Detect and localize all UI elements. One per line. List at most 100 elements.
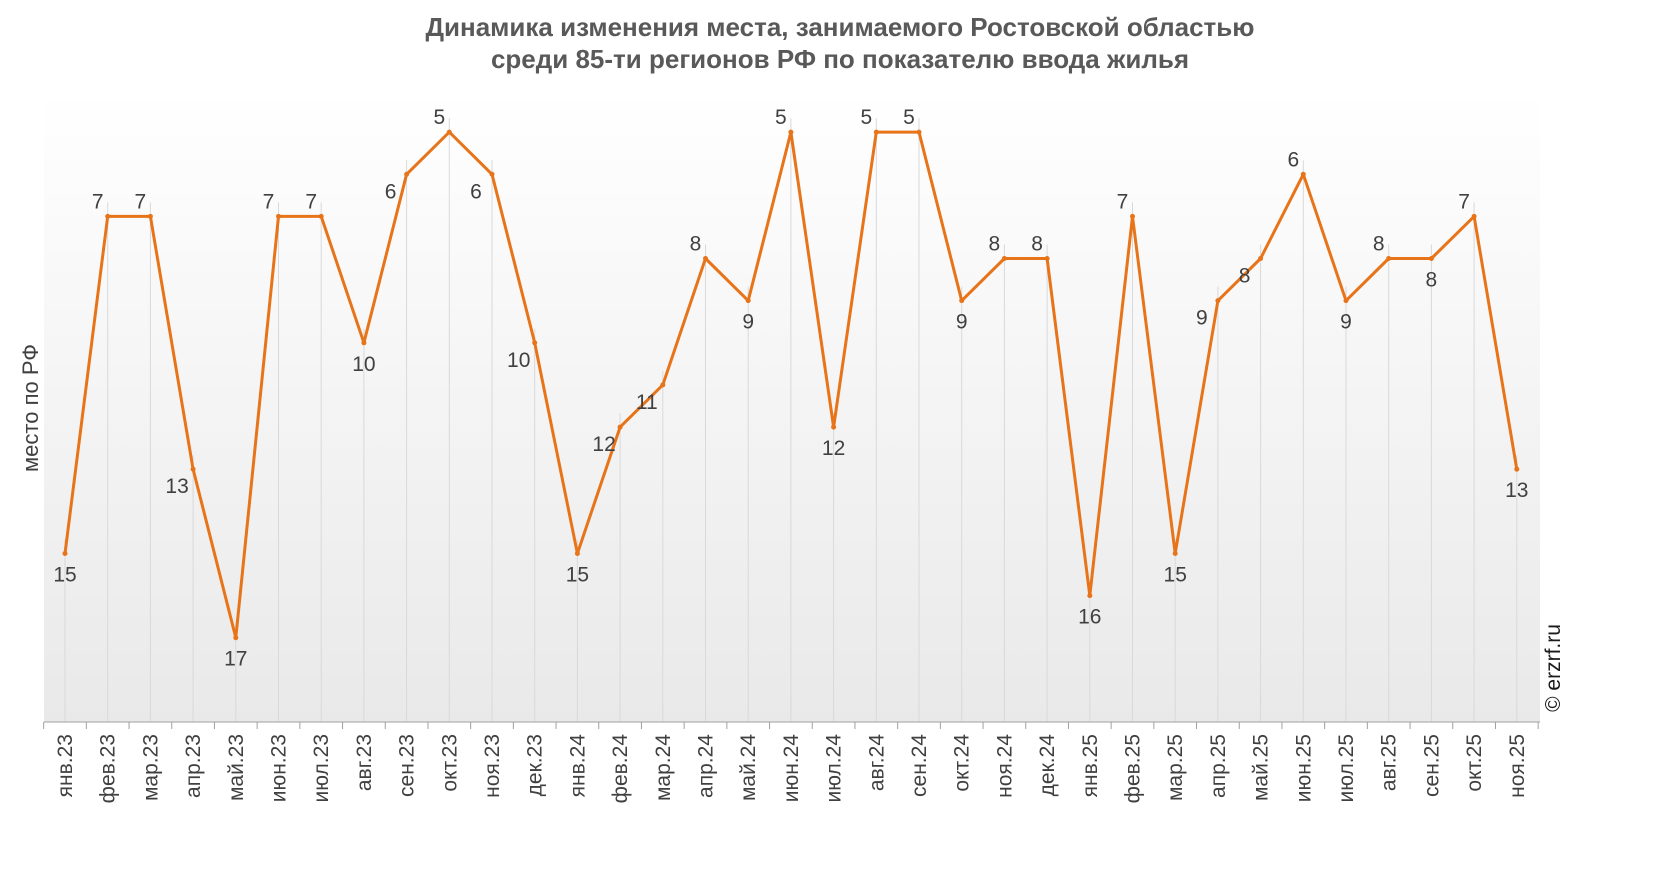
x-tick-label: фев.24 (609, 734, 632, 804)
data-label: 5 (860, 106, 872, 129)
data-point (147, 213, 153, 219)
x-axis-ticks (43, 722, 1539, 729)
data-point (1471, 213, 1477, 219)
data-point (1044, 256, 1050, 262)
data-point (916, 129, 922, 135)
data-point (1300, 171, 1306, 177)
x-tick-label: май.24 (737, 734, 760, 801)
x-tick-label: янв.24 (566, 734, 589, 798)
x-tick-label: дек.23 (524, 734, 547, 796)
data-label: 10 (352, 353, 375, 376)
data-label: 15 (566, 563, 589, 586)
x-tick-label: авг.24 (865, 734, 888, 791)
data-label: 17 (224, 648, 247, 671)
x-tick-label: сен.24 (908, 734, 931, 797)
data-label: 8 (1239, 265, 1251, 288)
data-label: 7 (263, 190, 275, 213)
data-label: 7 (305, 190, 317, 213)
x-tick-label: сен.25 (1420, 734, 1443, 797)
data-label: 5 (903, 106, 915, 129)
x-tick-label: июн.25 (1292, 734, 1315, 802)
data-point (1130, 213, 1135, 219)
data-point (62, 550, 68, 556)
data-point (1386, 256, 1392, 262)
data-label: 6 (470, 180, 482, 203)
x-tick-label: июл.24 (823, 734, 846, 803)
data-label: 7 (135, 190, 147, 213)
data-label: 5 (775, 106, 787, 129)
x-tick-label: фев.25 (1122, 734, 1145, 803)
data-point (532, 340, 538, 346)
x-tick-label: авг.23 (353, 734, 376, 791)
data-point (831, 424, 837, 430)
data-point (745, 298, 751, 304)
x-tick-label: апр.24 (695, 734, 718, 798)
data-label: 8 (1426, 269, 1438, 292)
data-point (1258, 256, 1264, 262)
data-point (1215, 298, 1221, 304)
x-tick-label: окт.25 (1463, 734, 1486, 792)
x-tick-label: апр.25 (1207, 734, 1230, 798)
data-label: 8 (690, 233, 702, 256)
x-tick-label: окт.24 (951, 734, 974, 792)
series-group (62, 129, 1520, 641)
x-tick-label: янв.23 (54, 734, 77, 797)
x-tick-label: июн.24 (780, 734, 803, 803)
data-point (489, 171, 495, 177)
data-label: 5 (433, 106, 445, 129)
data-point (959, 298, 965, 304)
data-label: 16 (1078, 606, 1101, 629)
x-tick-label: окт.23 (438, 734, 461, 792)
data-point (574, 550, 580, 556)
data-point (190, 466, 196, 472)
data-label: 13 (1505, 479, 1528, 502)
data-label: 12 (592, 433, 615, 456)
data-label: 9 (956, 311, 968, 334)
x-tick-label: ноя.25 (1506, 734, 1529, 798)
data-point (1001, 256, 1007, 262)
data-point (318, 213, 324, 219)
x-axis-labels: янв.23 фев.23 мар.23 апр.23 май.23 июн.23 июл.… (54, 734, 1529, 804)
x-tick-label: мар.25 (1164, 734, 1187, 801)
data-point (361, 340, 367, 346)
data-label: 15 (1164, 563, 1187, 586)
data-point (873, 129, 879, 135)
x-tick-label: янв.25 (1079, 734, 1102, 797)
data-label: 11 (636, 391, 658, 414)
data-label: 13 (165, 475, 188, 498)
x-tick-label: сен.23 (396, 734, 419, 797)
data-label: 7 (92, 190, 104, 213)
grid-lines (64, 118, 1518, 722)
data-point (660, 382, 666, 388)
data-label: 6 (385, 180, 397, 203)
data-point (1343, 298, 1349, 304)
data-point (788, 129, 794, 135)
x-tick-label: апр.23 (182, 734, 205, 798)
data-point (617, 424, 623, 430)
x-tick-label: ноя.23 (481, 734, 504, 798)
data-point (446, 129, 452, 135)
data-label: 12 (822, 437, 845, 460)
x-tick-label: мар.23 (139, 734, 162, 801)
data-point (1087, 593, 1093, 599)
data-label: 8 (1031, 233, 1043, 256)
data-label: 8 (1373, 233, 1385, 256)
x-tick-label: авг.25 (1378, 734, 1401, 791)
data-point (1172, 550, 1178, 556)
data-label: 7 (1117, 190, 1129, 213)
plot-area (44, 90, 1540, 722)
x-tick-label: май.23 (225, 734, 248, 801)
data-point (1514, 466, 1520, 472)
data-point (703, 256, 708, 262)
data-point (404, 171, 410, 177)
x-tick-label: фев.23 (97, 734, 120, 803)
x-tick-label: июл.25 (1335, 734, 1358, 802)
credit-text: © erzrf.ru (1542, 624, 1565, 712)
data-label: 15 (53, 563, 76, 586)
data-labels: 15 7 7 13 17 7 7 10 6 5 6 10 15 12 11 8 9 5 12 5 5 9 8 8 16 7 15 9 8… (53, 106, 1528, 671)
x-tick-label: дек.24 (1036, 734, 1059, 797)
data-label: 9 (1196, 307, 1208, 330)
data-point (233, 635, 239, 641)
data-label: 9 (1340, 311, 1352, 334)
